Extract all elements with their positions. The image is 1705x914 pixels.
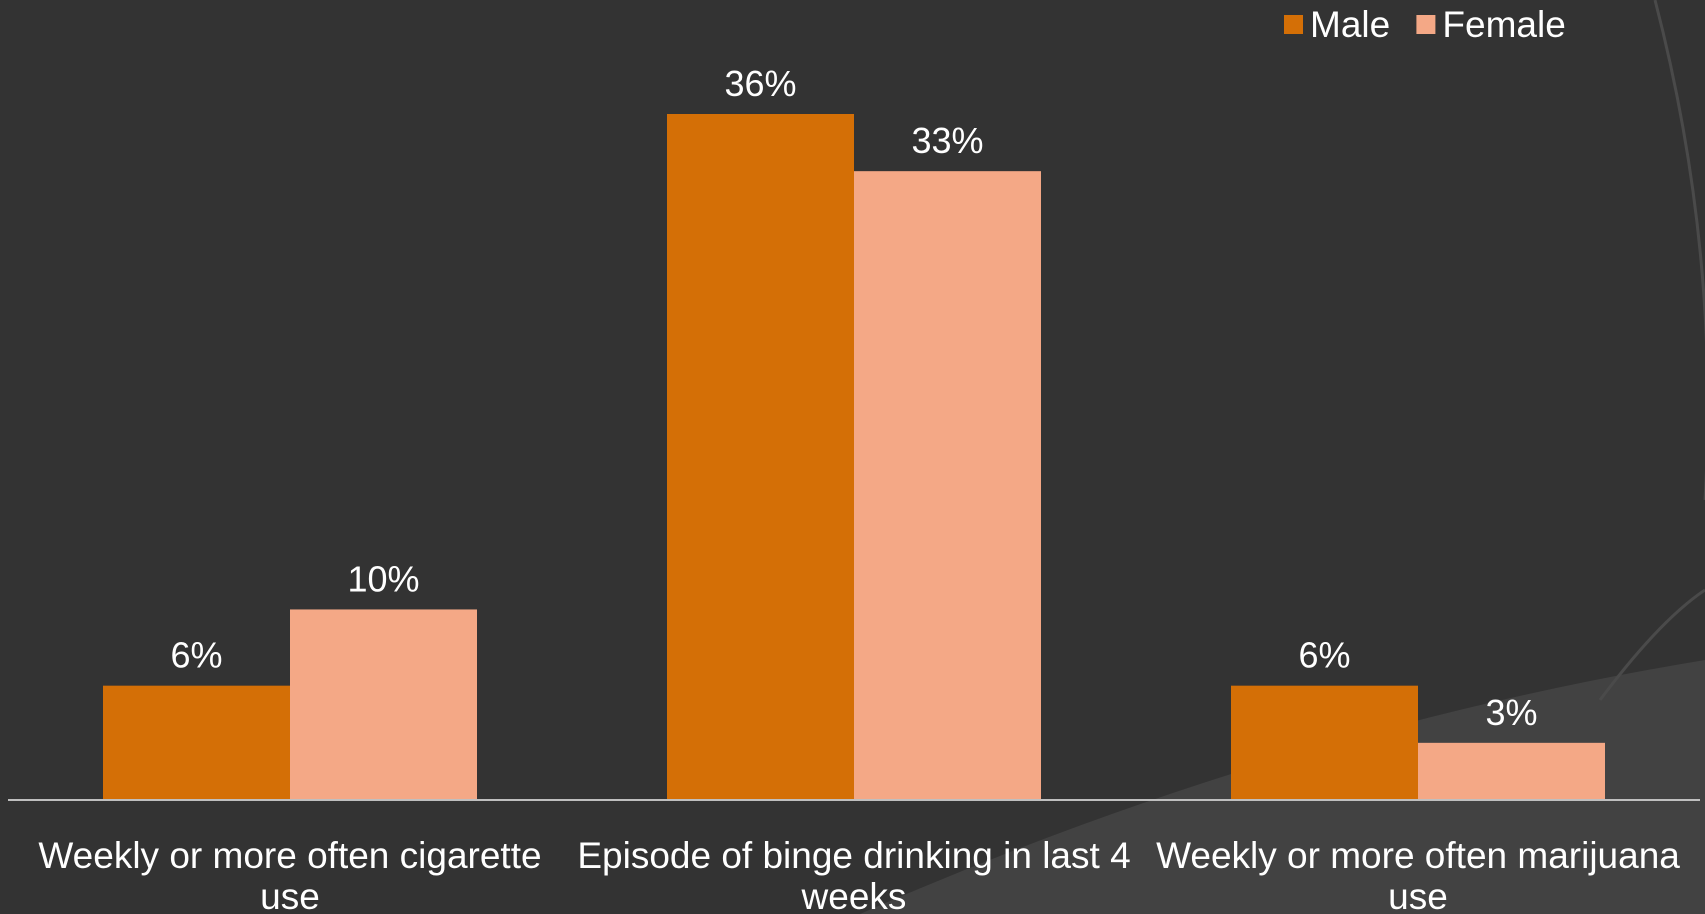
category-label-1: Weekly or more often cigarette use — [38, 835, 541, 914]
value-labels: 6% 10% 36% 33% 6% 3% — [170, 63, 1537, 733]
category-label-2: Episode of binge drinking in last 4 weeks — [577, 835, 1130, 914]
data-label-female-2: 33% — [911, 120, 983, 161]
bar-male-3 — [1231, 685, 1418, 800]
legend-swatch-male — [1284, 15, 1303, 34]
data-label-male-3: 6% — [1298, 635, 1350, 676]
legend-label-female: Female — [1442, 4, 1565, 45]
legend: Male Female — [1284, 4, 1566, 45]
data-label-male-2: 36% — [724, 63, 796, 104]
bar-female-2 — [854, 171, 1041, 800]
data-label-male-1: 6% — [170, 635, 222, 676]
category-labels: Weekly or more often cigarette use Episode… — [38, 835, 1680, 914]
category-label-3: Weekly or more often marijuana use — [1156, 835, 1680, 914]
bar-female-1 — [290, 609, 477, 800]
bar-male-2 — [667, 114, 854, 800]
legend-label-male: Male — [1310, 4, 1390, 45]
legend-swatch-female — [1416, 15, 1436, 34]
data-label-female-3: 3% — [1485, 692, 1537, 733]
legend-item-female: Female — [1416, 4, 1566, 45]
bar-male-1 — [103, 685, 290, 800]
bar-female-3 — [1418, 742, 1605, 800]
bars — [103, 114, 1605, 800]
legend-item-male: Male — [1284, 4, 1390, 45]
data-label-female-1: 10% — [347, 558, 419, 599]
